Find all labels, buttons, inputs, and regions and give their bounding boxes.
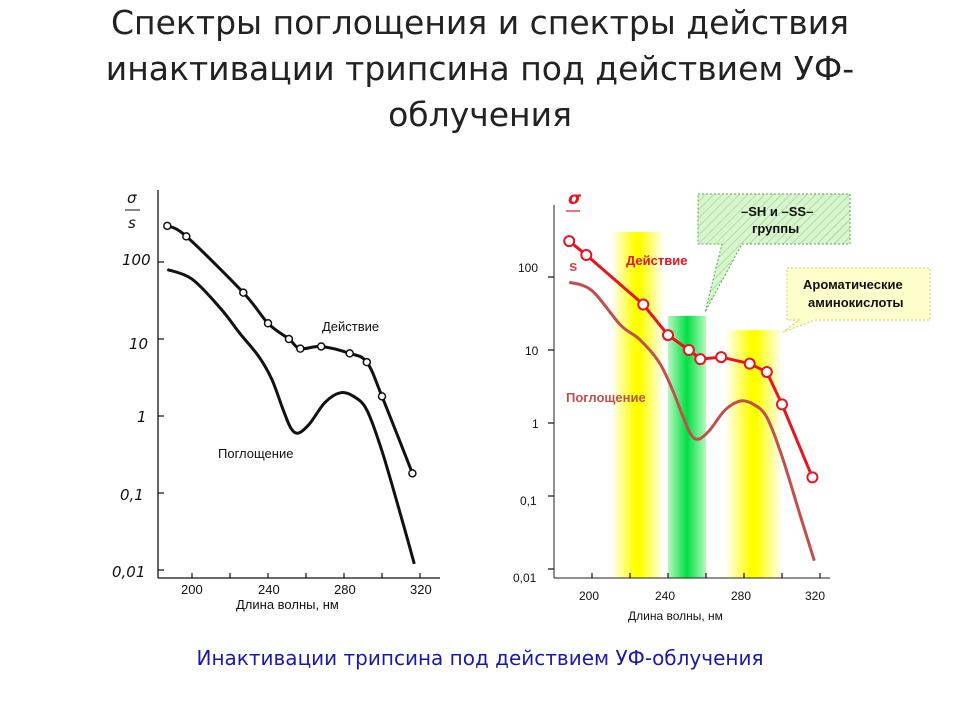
action-data-point (637, 298, 650, 311)
wavelength-band-yellow (611, 232, 665, 578)
slide-title: Спектры поглощения и спектры действия ин… (105, 3, 855, 134)
left-label-action: Действие (322, 319, 379, 334)
right-action-points (563, 235, 819, 484)
action-data-point (163, 221, 172, 231)
action-data-point (694, 353, 707, 366)
left-ytick-100: 100 (122, 251, 151, 269)
left-y-minor-ticks (158, 261, 164, 571)
right-ytick-1: 1 (532, 417, 539, 431)
right-ytick-01: 0,1 (520, 494, 537, 508)
right-absorption-line (568, 280, 816, 562)
action-data-point (182, 232, 191, 241)
callout-aromatic-line2: аминокислоты (808, 295, 904, 310)
right-ytick-001: 0,01 (513, 571, 537, 585)
action-data-point (377, 392, 387, 401)
left-ytick-1: 1 (137, 408, 147, 426)
slide-caption: Инактивации трипсина под действием УФ-об… (196, 646, 764, 670)
callout-aromatic: Ароматические аминокислоты (782, 267, 931, 333)
right-x-ticks (591, 573, 821, 578)
left-ylabel-top: σ (127, 189, 137, 207)
right-ylabel-top: σ (568, 189, 582, 209)
action-data-point (743, 357, 756, 370)
right-y-ticks (548, 276, 554, 570)
left-ytick-001: 0,01 (112, 563, 145, 581)
right-xtick-280: 280 (731, 589, 751, 603)
action-data-point (239, 288, 248, 297)
callout-sh-ss: –SH и –SS– группы (697, 193, 851, 313)
right-xtick-200: 200 (579, 589, 599, 603)
right-xlabel: Длина волны, нм (628, 609, 723, 623)
left-xtick-240: 240 (258, 582, 280, 597)
left-ytick-01: 0,1 (120, 486, 144, 504)
left-xlabel: Длина волны, нм (236, 597, 339, 612)
action-data-point (662, 329, 674, 342)
action-data-point (408, 469, 417, 478)
action-data-point (263, 319, 273, 328)
left-action-points (163, 221, 417, 478)
left-ytick-10: 10 (129, 335, 148, 353)
action-data-point (296, 344, 305, 353)
action-data-point (345, 349, 354, 358)
left-absorption-line (166, 268, 416, 565)
action-data-point (284, 334, 294, 344)
right-ylabel-bottom: s (569, 258, 577, 275)
action-data-point (715, 351, 728, 364)
action-data-point (806, 471, 819, 484)
left-label-absorption: Поглощение (218, 446, 293, 461)
left-xtick-280: 280 (334, 582, 356, 597)
action-data-point (760, 365, 773, 378)
left-x-ticks (191, 573, 421, 578)
right-xtick-240: 240 (655, 589, 675, 603)
callout-sh-ss-line2: группы (752, 221, 799, 236)
right-ytick-100: 100 (518, 261, 538, 275)
right-label-absorption: Поглощение (566, 390, 646, 405)
right-ytick-10: 10 (525, 344, 539, 358)
right-label-action: Действие (626, 253, 687, 268)
callout-aromatic-line1: Ароматические (803, 277, 903, 292)
action-data-point (580, 249, 593, 262)
callout-sh-ss-line1: –SH и –SS– (741, 204, 813, 219)
left-xtick-320: 320 (410, 582, 432, 597)
left-xtick-200: 200 (181, 582, 203, 597)
action-data-point (682, 344, 695, 356)
action-data-point (776, 398, 788, 411)
action-data-point (316, 342, 326, 351)
action-data-point (362, 357, 372, 367)
left-ylabel-bottom: s (128, 214, 136, 232)
action-data-point (563, 235, 576, 248)
right-xtick-320: 320 (805, 589, 825, 603)
